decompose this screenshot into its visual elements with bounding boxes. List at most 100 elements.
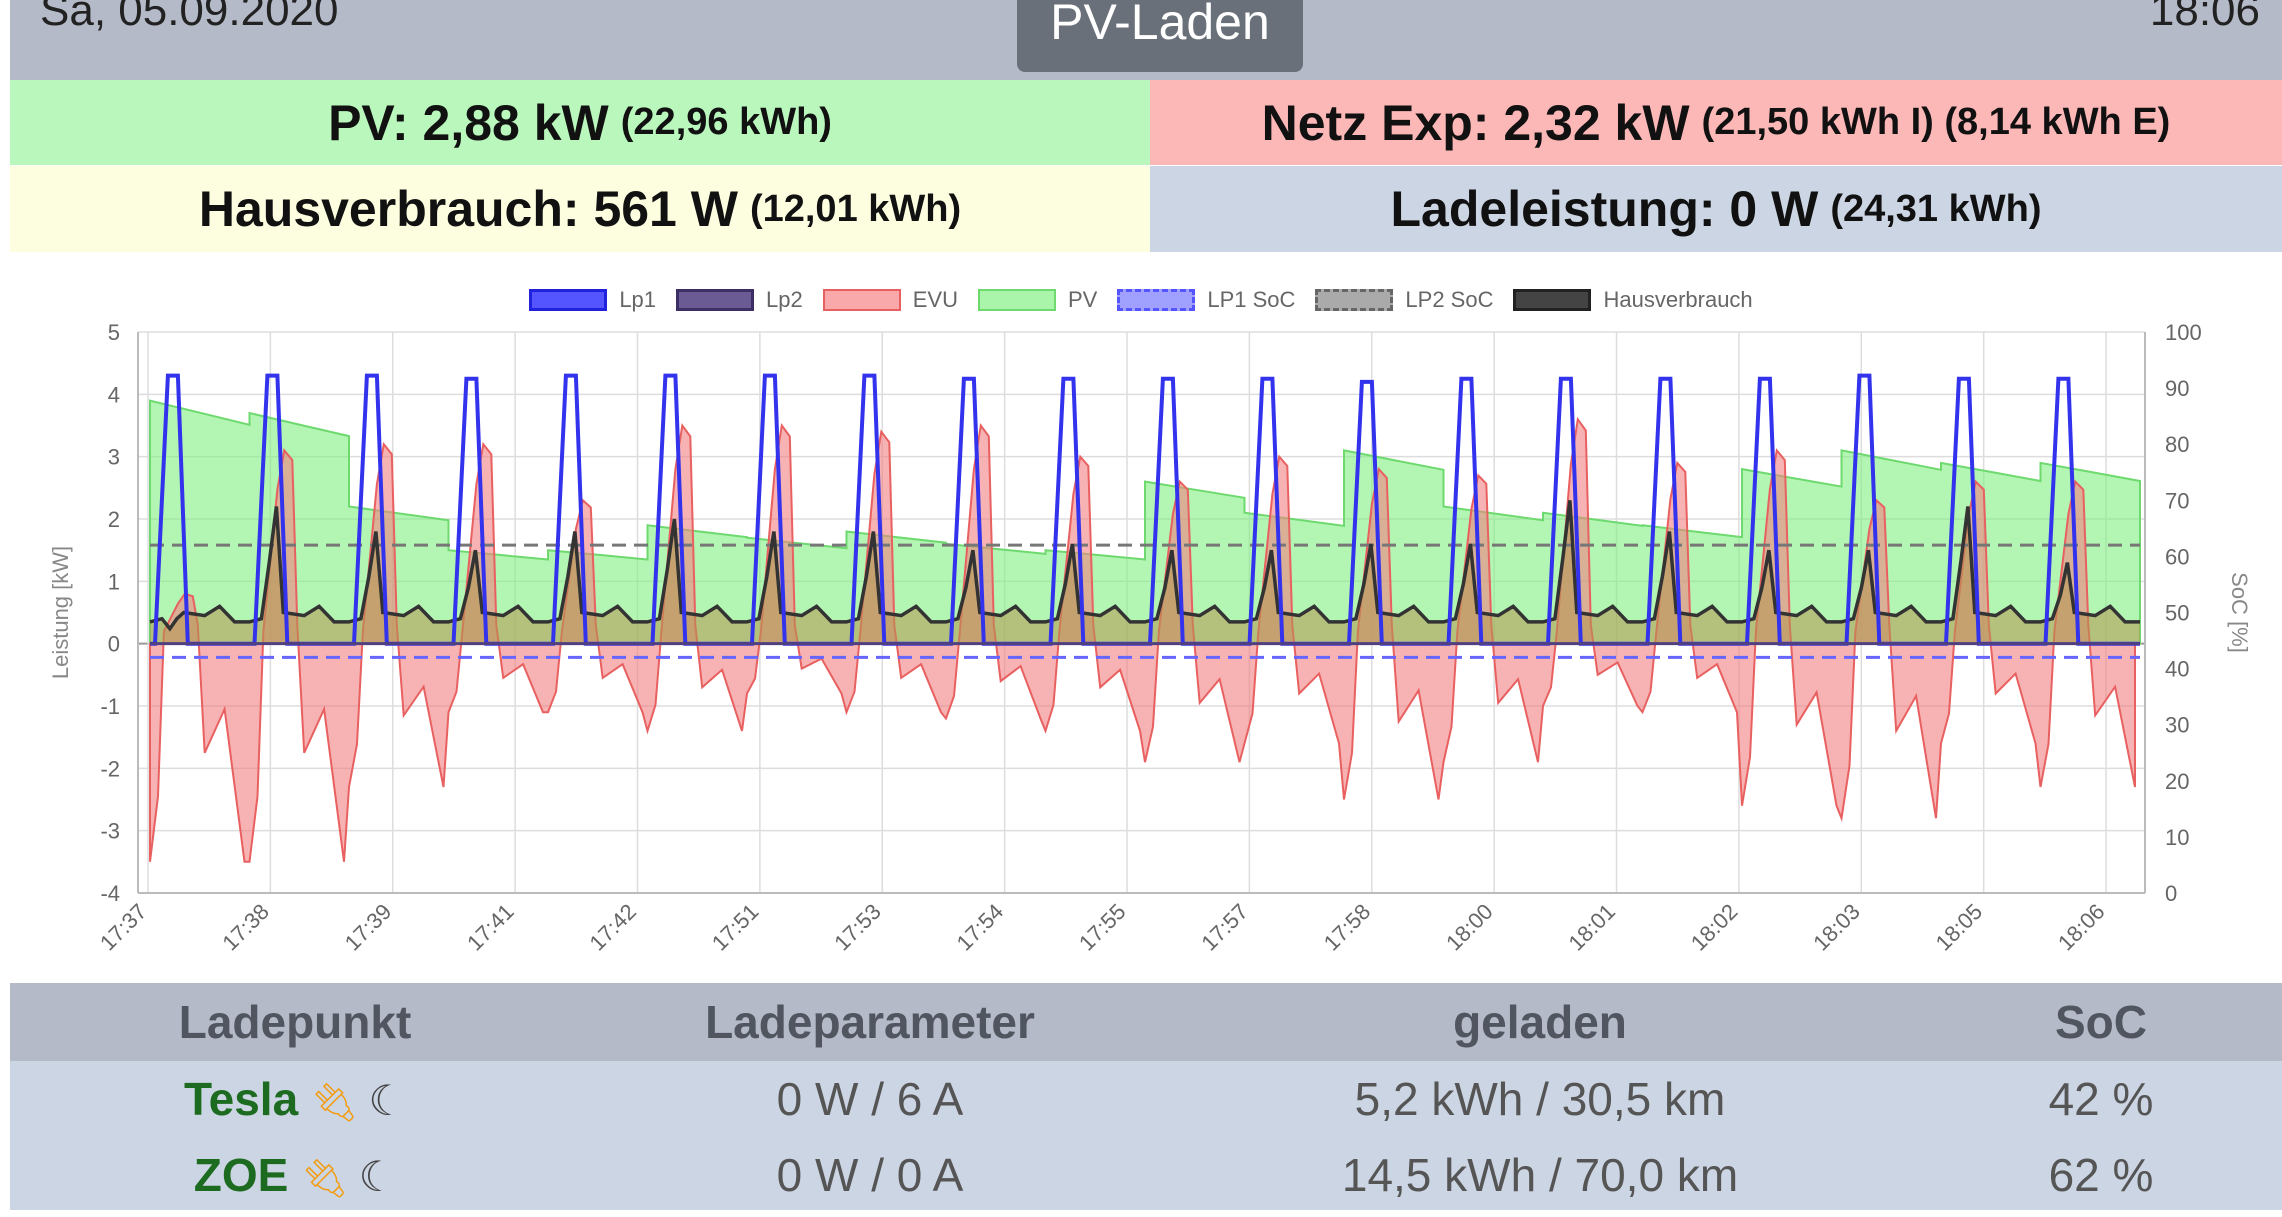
column-header-geladen: geladen [1453, 996, 1627, 1048]
chargepoint-cell[interactable]: Tesla 🔌︎ ☾ [10, 1061, 580, 1137]
legend-label-lp2: Lp2 [766, 287, 803, 312]
x-tick-label: 18:05 [1931, 899, 1988, 956]
house-power: Hausverbrauch: 561 W [198, 181, 738, 237]
column-header-soc: SoC [2055, 996, 2147, 1048]
y2-tick-label: 100 [2165, 320, 2202, 345]
legend-swatch-lp1 [529, 289, 608, 311]
y2-tick-label: 20 [2165, 769, 2189, 794]
series-hausverbrauch-line [149, 500, 2140, 632]
moon-icon: ☾ [368, 1077, 407, 1124]
charge-params: 0 W / 0 A [776, 1149, 964, 1201]
y-tick-label: 0 [108, 632, 120, 657]
legend-label-pv: PV [1068, 287, 1098, 312]
legend-swatch-lp1-soc [1117, 289, 1196, 311]
chart-lines [149, 373, 2140, 659]
x-tick-label: 17:54 [952, 899, 1009, 956]
grid-tile: Netz Exp: 2,32 kW (21,50 kWh I) (8,14 kW… [1150, 80, 2282, 165]
legend-item-pv[interactable]: PV [978, 287, 1097, 313]
x-tick-label: 18:01 [1563, 899, 1620, 956]
y-tick-label: -1 [100, 694, 120, 719]
charge-params: 0 W / 6 A [776, 1073, 964, 1125]
grid-power: Netz Exp: 2,32 kW [1261, 94, 1690, 151]
legend-item-lp1-soc[interactable]: LP1 SoC [1117, 287, 1295, 313]
legend-swatch-lp2-soc [1315, 289, 1394, 311]
x-tick-label: 17:41 [462, 899, 519, 956]
legend-swatch-hausverbrauch [1513, 289, 1592, 311]
chargepoint-cell[interactable]: ZOE 🔌︎ ☾ [10, 1137, 580, 1213]
grid-energy: (21,50 kWh I) (8,14 kWh E) [1701, 101, 2171, 143]
charging-energy: (24,31 kWh) [1830, 187, 2042, 230]
house-energy: (12,01 kWh) [749, 187, 962, 230]
pv-power: PV: 2,88 kW [328, 94, 609, 151]
x-tick-label: 17:55 [1074, 899, 1131, 956]
x-tick-label: 17:38 [217, 899, 274, 956]
charged-amount: 5,2 kWh / 30,5 km [1354, 1073, 1726, 1125]
legend-swatch-evu [822, 289, 901, 311]
x-tick-label: 17:57 [1196, 899, 1253, 956]
legend-item-lp1[interactable]: Lp1 [529, 287, 656, 313]
soc-value: 62 % [2048, 1149, 2154, 1201]
header-time: 18:06 [2149, 0, 2260, 35]
legend-label-evu: EVU [912, 287, 958, 312]
x-tick-label: 17:37 [95, 899, 152, 956]
y2-tick-label: 10 [2165, 825, 2189, 850]
column-header-ladepunkt: Ladepunkt [178, 996, 412, 1048]
x-tick-label: 17:58 [1319, 899, 1376, 956]
legend-item-hausverbrauch[interactable]: Hausverbrauch [1513, 287, 1753, 313]
charging-power: Ladeleistung: 0 W [1390, 181, 1819, 237]
x-tick-label: 17:51 [707, 899, 764, 956]
power-chart: -4-3-2-1012345010203040506070809010017:3… [48, 320, 2252, 956]
legend-item-evu[interactable]: EVU [822, 287, 958, 313]
chargepoint-name[interactable]: ZOE [193, 1149, 289, 1201]
pv-energy: (22,96 kWh) [620, 101, 832, 143]
chargepoint-name[interactable]: Tesla [183, 1073, 299, 1125]
legend-label-lp1-soc: LP1 SoC [1207, 287, 1296, 312]
legend-label-hausverbrauch: Hausverbrauch [1603, 287, 1753, 312]
y2-tick-label: 70 [2165, 488, 2189, 513]
y-tick-label: -4 [100, 881, 120, 906]
legend-item-lp2[interactable]: Lp2 [676, 287, 803, 313]
pv-tile: PV: 2,88 kW (22,96 kWh) [10, 80, 1150, 165]
header-date: Sa, 05.09.2020 [40, 0, 339, 35]
soc-value: 42 % [2048, 1073, 2154, 1125]
y2-axis-title: SoC [%] [2227, 572, 2252, 653]
y2-tick-label: 60 [2165, 544, 2189, 569]
x-tick-label: 18:02 [1686, 899, 1743, 956]
house-consumption-tile: Hausverbrauch: 561 W (12,01 kWh) [10, 166, 1150, 252]
y2-tick-label: 30 [2165, 713, 2189, 738]
plug-icon: 🔌︎ [310, 1082, 359, 1124]
series-pv-area [149, 399, 2141, 645]
y2-tick-label: 50 [2165, 601, 2189, 626]
x-tick-label: 17:39 [340, 899, 397, 956]
moon-icon: ☾ [358, 1153, 397, 1200]
y-tick-label: 2 [108, 507, 120, 532]
chart-legend: Lp1 Lp2 EVU PV LP1 SoC LP2 SoC Hausverbr… [0, 282, 2282, 318]
table-row[interactable]: Tesla 🔌︎ ☾ 0 W / 6 A 5,2 kWh / 30,5 km 42 … [10, 1061, 2282, 1137]
chart-areas [149, 399, 2141, 863]
legend-item-lp2-soc[interactable]: LP2 SoC [1315, 287, 1493, 313]
chargepoint-table: Tesla 🔌︎ ☾ 0 W / 6 A 5,2 kWh / 30,5 km 42 … [10, 1061, 2282, 1210]
y-tick-label: 3 [108, 445, 120, 470]
legend-swatch-pv [978, 289, 1056, 311]
header-bar: Sa, 05.09.2020 PV-Laden 18:06 [10, 0, 2282, 80]
y-tick-label: -2 [100, 756, 120, 781]
x-tick-label: 17:53 [829, 899, 886, 956]
series-evu-area [149, 416, 2136, 863]
x-tick-label: 18:03 [1808, 899, 1865, 956]
legend-label-lp1: Lp1 [619, 287, 657, 312]
y-tick-label: 1 [108, 569, 120, 594]
y-tick-label: 5 [108, 320, 120, 345]
series-hausverbrauch-area [150, 500, 2140, 644]
y2-tick-label: 0 [2165, 881, 2177, 906]
y-tick-label: 4 [108, 382, 120, 407]
legend-swatch-lp2 [676, 289, 755, 311]
charge-mode-button[interactable]: PV-Laden [1017, 0, 1303, 72]
x-tick-label: 18:06 [2053, 899, 2110, 956]
charged-amount: 14,5 kWh / 70,0 km [1341, 1149, 1739, 1201]
y2-tick-label: 80 [2165, 432, 2189, 457]
y2-tick-label: 90 [2165, 376, 2189, 401]
table-row[interactable]: ZOE 🔌︎ ☾ 0 W / 0 A 14,5 kWh / 70,0 km 62 % [10, 1137, 2282, 1213]
x-tick-label: 17:42 [584, 899, 641, 956]
plug-icon: 🔌︎ [300, 1158, 349, 1200]
x-tick-label: 18:00 [1441, 899, 1498, 956]
